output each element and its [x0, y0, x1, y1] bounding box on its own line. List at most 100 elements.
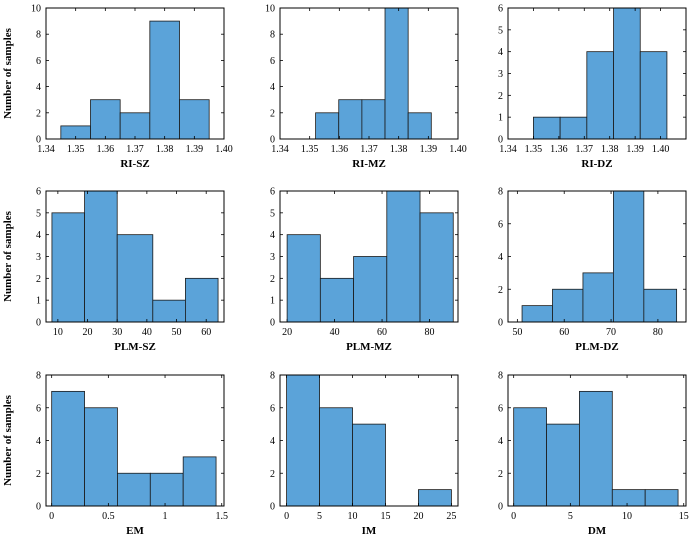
panel-ri-sz: 1.34 1.35 1.36 1.37 1.38 1.39 1.40 0 2 4 6 8 10 RI-SZ…: [2, 4, 233, 171]
bar: [116, 234, 154, 323]
y-tick-label: 2: [36, 274, 41, 285]
y-tick-label: 8: [498, 371, 503, 382]
y-tick-label: 2: [270, 108, 275, 119]
x-axis-label: RI-MZ: [352, 158, 386, 170]
x-tick-label: 1.36: [550, 144, 568, 155]
x-tick-label: 1.35: [525, 144, 543, 155]
x-tick-label: 20: [282, 327, 292, 338]
y-tick-label: 6: [36, 56, 41, 67]
y-tick-label: 3: [498, 69, 503, 80]
bar: [338, 99, 363, 140]
x-tick-label: 5: [568, 511, 573, 522]
y-tick-label: 1: [498, 113, 503, 124]
y-tick-label: 8: [270, 30, 275, 41]
bar: [521, 305, 553, 323]
y-tick-label: 8: [36, 30, 41, 41]
x-tick-label: 0: [49, 511, 54, 522]
x-tick-label: 1.38: [601, 144, 619, 155]
x-tick-label: 1.38: [156, 144, 174, 155]
x-tick-label: 1.35: [67, 144, 85, 155]
x-tick-label: 1.37: [360, 144, 378, 155]
x-tick-label: 50: [172, 327, 182, 338]
bar: [90, 99, 121, 140]
x-tick-label: 1.38: [390, 144, 408, 155]
x-tick-label: 15: [679, 511, 689, 522]
y-tick-label: 0: [270, 135, 275, 146]
y-tick-label: 0: [36, 135, 41, 146]
y-tick-label: 0: [498, 502, 503, 513]
x-axis-label: PLM-DZ: [575, 341, 618, 353]
x-tick-label: 10: [53, 327, 63, 338]
x-tick-label: 80: [425, 327, 435, 338]
bar: [117, 472, 151, 507]
x-tick-label: 80: [653, 327, 663, 338]
y-tick-label: 6: [270, 187, 275, 198]
x-tick-label: 60: [201, 327, 211, 338]
y-tick-label: 0: [498, 135, 503, 146]
bar: [149, 20, 180, 140]
x-axis-label: DM: [588, 525, 607, 536]
x-tick-label: 1: [163, 511, 168, 522]
bar: [51, 390, 85, 507]
x-tick-label: 1.37: [576, 144, 594, 155]
x-tick-label: 1.40: [449, 144, 467, 155]
bar: [315, 112, 340, 140]
bar: [286, 234, 321, 323]
x-axis-label: RI-DZ: [581, 158, 612, 170]
y-tick-label: 4: [498, 436, 503, 447]
y-tick-label: 2: [36, 108, 41, 119]
panel-em: 0 0.5 1 1.5 0 2 4 6 8 EM Number of samples: [2, 371, 228, 536]
x-tick-label: 1.40: [652, 144, 670, 155]
bar: [319, 277, 354, 323]
panel-ri-mz: 1.34 1.35 1.36 1.37 1.38 1.39 1.40 0 2 4 6 8 10 RI-MZ: [265, 4, 467, 171]
x-tick-label: 40: [330, 327, 340, 338]
y-tick-label: 6: [498, 403, 503, 414]
x-tick-label: 0: [511, 511, 516, 522]
x-tick-label: 60: [559, 327, 569, 338]
y-tick-label: 4: [498, 47, 503, 58]
y-tick-label: 5: [36, 208, 41, 219]
bar: [559, 116, 588, 140]
x-axis-label: PLM-SZ: [114, 341, 156, 353]
x-tick-label: 1.35: [301, 144, 319, 155]
x-tick-label: 30: [112, 327, 122, 338]
y-tick-label: 0: [36, 318, 41, 329]
x-tick-label: 1.39: [626, 144, 644, 155]
y-tick-label: 5: [498, 25, 503, 36]
y-tick-label: 0: [498, 318, 503, 329]
y-tick-label: 2: [36, 469, 41, 480]
y-tick-label: 6: [270, 56, 275, 67]
y-tick-label: 10: [31, 4, 41, 15]
y-tick-label: 4: [270, 436, 275, 447]
y-tick-label: 4: [36, 230, 41, 241]
x-tick-label: 1.34: [271, 144, 289, 155]
panel-ri-dz: 1.34 1.35 1.36 1.37 1.38 1.39 1.40 0 1 2 3 4 5 6 RI-DZ: [498, 4, 687, 170]
bar: [582, 272, 614, 323]
bar: [149, 472, 184, 507]
bar: [84, 407, 118, 507]
y-tick-label: 3: [36, 252, 41, 263]
bar: [639, 51, 668, 140]
x-tick-label: 5: [317, 511, 322, 522]
y-tick-label: 5: [270, 208, 275, 219]
x-axis-label: EM: [126, 525, 144, 536]
bar: [319, 407, 353, 507]
y-tick-label: 8: [270, 371, 275, 382]
y-tick-label: 2: [498, 91, 503, 102]
x-tick-label: 1.39: [186, 144, 204, 155]
x-tick-label: 70: [606, 327, 616, 338]
x-tick-label: 1.39: [420, 144, 438, 155]
bar: [84, 190, 118, 323]
y-tick-label: 6: [498, 4, 503, 15]
x-axis-label: RI-SZ: [120, 158, 149, 170]
bar: [419, 212, 454, 323]
y-tick-label: 8: [36, 371, 41, 382]
bar: [352, 423, 386, 507]
bar: [286, 374, 320, 507]
x-tick-label: 0.5: [102, 511, 115, 522]
y-axis-label: Number of samples: [2, 210, 14, 302]
bar: [552, 288, 584, 323]
bar: [179, 99, 210, 140]
y-tick-label: 3: [270, 252, 275, 263]
